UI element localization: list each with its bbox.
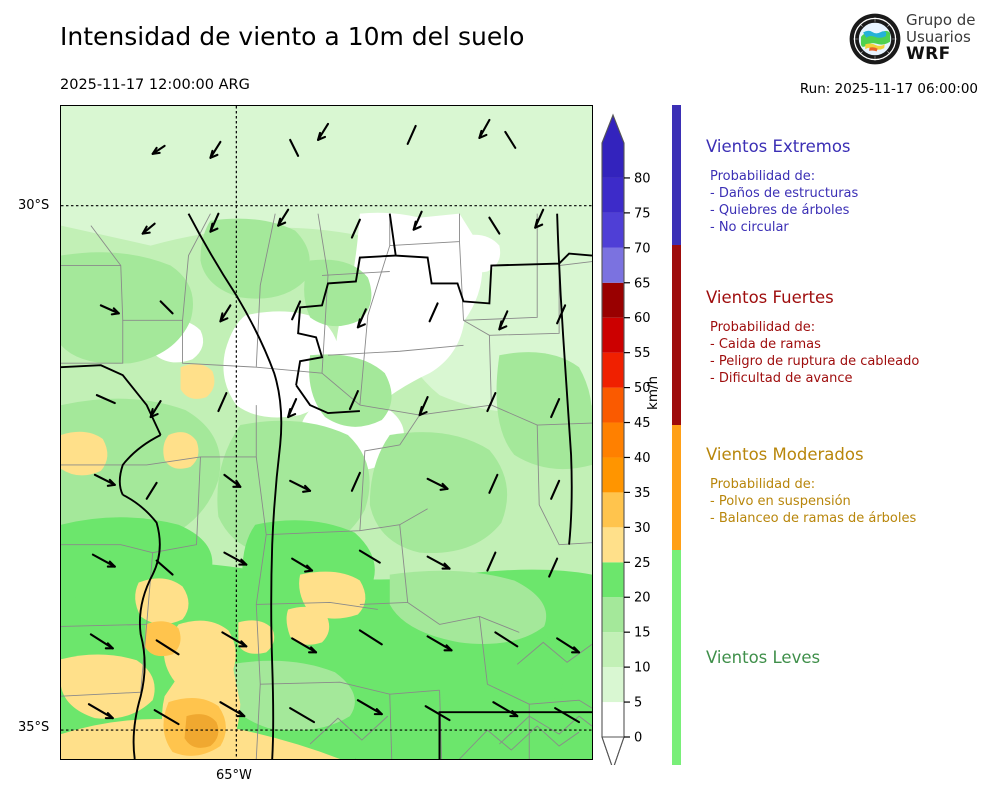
colorbar-tick-label-40: 40: [634, 451, 651, 466]
colorbar-tick-label-70: 70: [634, 241, 651, 256]
colorbar-band-20-25: [602, 562, 624, 598]
legend-category-2: Vientos Fuertes Probabilidad de: - Caida d…: [706, 288, 919, 387]
legend-category-title: Vientos Moderados: [706, 445, 864, 464]
legend-intro: Probabilidad de:: [710, 320, 816, 335]
colorbar-band-30-35: [602, 492, 624, 528]
colorbar-unit-label: km/h: [645, 375, 661, 410]
wind-intensity-map[interactable]: [60, 105, 593, 760]
legend-intro: Probabilidad de:: [710, 169, 816, 184]
legend-category-4: Vientos Leves: [706, 648, 820, 679]
logo-line-2: Usuarios: [906, 28, 971, 46]
legend-color-bar-3: [672, 425, 681, 550]
logo-text: Grupo de Usuarios WRF: [906, 12, 976, 63]
legend-item-2: - Quiebres de árboles: [710, 203, 850, 218]
colorbar-band-15-20: [602, 597, 624, 633]
colorbar-tick-label-55: 55: [634, 346, 651, 361]
colorbar-tick-label-75: 75: [634, 206, 651, 221]
legend-category-details: Probabilidad de: - Caida de ramas - Peligr…: [710, 319, 919, 387]
colorbar-tick-label-45: 45: [634, 416, 651, 431]
colorbar-band-10-15: [602, 632, 624, 668]
colorbar-tick-label-15: 15: [634, 626, 651, 641]
legend-category-title: Vientos Fuertes: [706, 288, 834, 307]
legend-category-3: Vientos Moderados Probabilidad de: - Polvo…: [706, 445, 916, 527]
colorbar-tick-label-60: 60: [634, 311, 651, 326]
legend-item-2: - Peligro de ruptura de cableado: [710, 354, 920, 369]
colorbar-tick-label-20: 20: [634, 591, 651, 606]
colorbar-band-0-5: [602, 702, 624, 737]
colorbar-svg: 0 5 10 15 20 25 30 35 40 45 50 55 60 65 70 75 80: [601, 113, 651, 765]
colorbar-band-70-75: [602, 212, 624, 248]
legend-item-3: - Dificultad de avance: [710, 371, 853, 386]
colorbar-band-55-60: [602, 317, 624, 353]
legend-item-3: - No circular: [710, 220, 789, 235]
colorbar-band-50-55: [602, 352, 624, 388]
colorbar-band-60-65: [602, 282, 624, 318]
colorbar-tick-label-80: 80: [634, 171, 651, 186]
colorbar-tick-label-10: 10: [634, 661, 651, 676]
wind-category-legend: Vientos Extremos Probabilidad de: - Daños …: [672, 105, 992, 765]
colorbar-band-35-40: [602, 457, 624, 493]
colorbar-band-5-10: [602, 667, 624, 703]
colorbar-tick-label-5: 5: [634, 696, 642, 711]
run-time-label: Run: 2025-11-17 06:00:00: [799, 81, 978, 97]
wind-arrows: [87, 118, 581, 759]
colorbar-tick-label-0: 0: [634, 731, 642, 746]
legend-category-details: Probabilidad de: - Daños de estructuras - …: [710, 168, 858, 236]
valid-time-label: 2025-11-17 12:00:00 ARG: [60, 77, 250, 93]
colorbar-tick-label-30: 30: [634, 521, 651, 536]
colorbar-axis: 0 5 10 15 20 25 30 35 40 45 50 55 60 65 70 75 80: [624, 171, 651, 746]
colorbar-tick-label-35: 35: [634, 486, 651, 501]
legend-color-bar-2: [672, 245, 681, 425]
colorbar-band-45-50: [602, 387, 624, 423]
colorbar-band-65-70: [602, 247, 624, 283]
legend-color-bar-4: [672, 550, 681, 765]
legend-category-title: Vientos Extremos: [706, 137, 851, 156]
logo-line-1: Grupo de: [906, 11, 976, 29]
legend-item-1: - Daños de estructuras: [710, 186, 859, 201]
legend-intro: Probabilidad de:: [710, 477, 816, 492]
legend-category-title: Vientos Leves: [706, 648, 821, 667]
logo: Grupo de Usuarios WRF: [848, 10, 993, 72]
colorbar-under-cap: [601, 736, 625, 765]
page-title: Intensidad de viento a 10m del suelo: [60, 22, 525, 51]
legend-color-bar-1: [672, 105, 681, 245]
colorbar-band-75-80: [602, 177, 624, 213]
latitude-label-35s: 35°S: [18, 720, 50, 735]
colorbar: 0 5 10 15 20 25 30 35 40 45 50 55 60 65 70 75 80: [598, 105, 664, 765]
latitude-label-30s: 30°S: [18, 198, 50, 213]
colorbar-band-25-30: [602, 527, 624, 563]
legend-category-1: Vientos Extremos Probabilidad de: - Daños …: [706, 137, 858, 236]
legend-item-2: - Balanceo de ramas de árboles: [710, 511, 917, 526]
globe-emblem-icon: [849, 13, 901, 65]
logo-line-3: WRF: [906, 44, 951, 64]
colorbar-tick-label-65: 65: [634, 276, 651, 291]
colorbar-tick-label-25: 25: [634, 556, 651, 571]
legend-item-1: - Polvo en suspensión: [710, 494, 851, 509]
colorbar-band-40-45: [602, 422, 624, 458]
colorbar-over-cap: [602, 115, 624, 143]
graticule: [61, 106, 592, 759]
legend-category-details: Probabilidad de: - Polvo en suspensión - B…: [710, 476, 916, 527]
colorbar-band-80-85: [602, 143, 624, 178]
map-canvas: [61, 106, 592, 759]
colorbar-tick-label-50: 50: [634, 381, 651, 396]
longitude-label-65w: 65°W: [216, 768, 252, 783]
legend-item-1: - Caida de ramas: [710, 337, 821, 352]
colorbar-bands: [602, 143, 624, 737]
